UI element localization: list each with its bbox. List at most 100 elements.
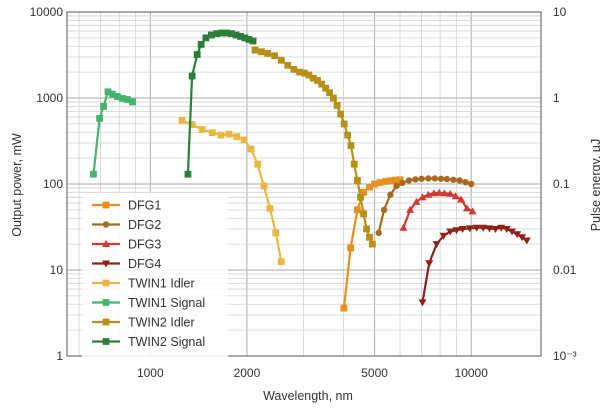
x-tick-label: 2000 [234, 366, 261, 380]
data-point-twin1-idler [188, 121, 196, 129]
data-point-twin2-idler [258, 48, 265, 56]
data-point-dfg4 [465, 225, 474, 233]
legend-item: DFG4 [92, 257, 161, 271]
data-point-dfg2 [431, 175, 438, 182]
series-line-dfg2 [377, 177, 472, 234]
legend-label: DFG1 [128, 199, 161, 213]
data-point-twin2-signal [193, 51, 201, 58]
data-point-twin2-idler [363, 225, 370, 233]
data-point-twin1-signal [100, 102, 107, 110]
data-point-dfg3 [399, 223, 408, 231]
data-point-twin2-signal [237, 33, 244, 40]
data-point-dfg3 [457, 195, 466, 203]
data-point-dfg1 [340, 304, 348, 312]
data-point-dfg4 [479, 224, 488, 232]
legend-label: DFG4 [128, 257, 161, 271]
data-point-dfg1 [371, 180, 379, 188]
data-point-twin2-signal [245, 36, 253, 43]
data-point-dfg3 [446, 189, 455, 197]
data-point-dfg1 [366, 183, 373, 191]
legend-item: DFG2 [92, 218, 161, 232]
data-point-twin2-idler [309, 74, 317, 82]
y2-tick-label: 0.1 [553, 177, 570, 191]
data-point-dfg4 [491, 225, 500, 233]
y-tick-label: 100 [43, 177, 63, 191]
data-point-dfg2 [443, 175, 451, 183]
data-point-dfg2 [387, 191, 394, 198]
data-point-dfg2 [412, 176, 419, 183]
legend: DFG1 DFG2 DFG3 DFG4 TWIN1 Idler TWIN1 Signal T… [82, 193, 228, 357]
data-point-twin2-idler [368, 240, 376, 248]
data-point-twin2-idler [333, 102, 341, 109]
series-twin1-signal [90, 88, 136, 178]
data-point-twin2-idler [330, 94, 337, 102]
data-point-dfg4 [502, 225, 511, 233]
legend-swatch-marker [102, 260, 110, 268]
legend-item: TWIN1 Idler [92, 277, 195, 291]
data-point-dfg3 [440, 189, 449, 197]
series-line-twin1-signal [92, 90, 133, 175]
data-point-dfg4 [472, 224, 481, 232]
legend-label: DFG2 [128, 218, 161, 232]
data-point-twin2-idler [251, 46, 259, 54]
data-point-twin1-signal [118, 94, 126, 102]
data-point-dfg4 [513, 231, 522, 239]
data-point-twin2-idler [347, 142, 355, 149]
legend-swatch-marker [102, 318, 110, 326]
y-tick-label: 10 [50, 263, 64, 277]
data-point-dfg3 [451, 192, 460, 200]
data-point-dfg3 [468, 207, 477, 215]
data-point-twin1-idler [254, 160, 262, 168]
data-point-dfg2 [425, 175, 432, 182]
data-point-twin1-idler [208, 129, 216, 137]
y-axis-label: Output power, mW [10, 133, 24, 237]
data-point-twin1-signal [123, 96, 131, 103]
data-point-dfg1 [387, 177, 394, 185]
series-twin1-idler [178, 116, 285, 266]
data-point-dfg4 [452, 227, 461, 235]
legend-swatch-marker [102, 299, 110, 306]
data-point-twin2-idler [318, 80, 326, 88]
legend-label: TWIN1 Idler [128, 277, 195, 291]
data-point-twin2-signal [218, 29, 226, 37]
data-point-twin2-idler [360, 210, 367, 218]
data-point-twin2-idler [350, 160, 358, 168]
legend-swatch-marker [102, 221, 110, 228]
data-point-twin1-idler [272, 229, 280, 237]
legend-label: TWIN1 Signal [128, 296, 205, 310]
data-point-twin1-idler [198, 126, 206, 133]
legend-swatch-marker [102, 338, 110, 345]
data-point-dfg4 [518, 234, 527, 242]
y2-tick-label: 10 [553, 5, 567, 19]
data-point-dfg1 [382, 178, 390, 185]
legend-label: DFG3 [128, 238, 161, 252]
data-point-dfg4 [507, 228, 516, 236]
grid [67, 12, 541, 356]
data-point-twin2-idler [290, 66, 298, 73]
data-point-twin2-idler [354, 177, 361, 184]
series-dfg1 [340, 176, 404, 312]
plot-frame [66, 11, 542, 357]
data-point-twin1-signal [114, 93, 121, 100]
data-point-twin2-idler [264, 50, 271, 57]
x-tick-label: 10000 [455, 366, 489, 380]
data-point-twin1-signal [104, 88, 112, 96]
data-point-dfg1 [360, 188, 367, 196]
data-point-twin1-signal [90, 170, 97, 178]
data-point-twin2-signal [213, 30, 221, 38]
data-point-twin2-idler [314, 77, 321, 84]
data-point-twin1-idler [266, 205, 274, 212]
legend-item: DFG1 [92, 199, 161, 213]
data-point-twin2-signal [184, 170, 192, 178]
x-tick-label: 1000 [137, 366, 164, 380]
data-point-dfg4 [418, 299, 427, 307]
legend-label: TWIN2 Idler [128, 316, 195, 330]
data-point-twin1-idler [247, 145, 255, 153]
data-point-twin2-signal [207, 31, 215, 39]
y2-tick-label: 1 [553, 91, 560, 105]
data-point-dfg2 [450, 176, 457, 183]
data-point-dfg2 [462, 178, 469, 186]
legend-swatch-marker [102, 240, 110, 247]
legend-box [82, 193, 228, 357]
data-point-twin2-signal [241, 34, 249, 42]
